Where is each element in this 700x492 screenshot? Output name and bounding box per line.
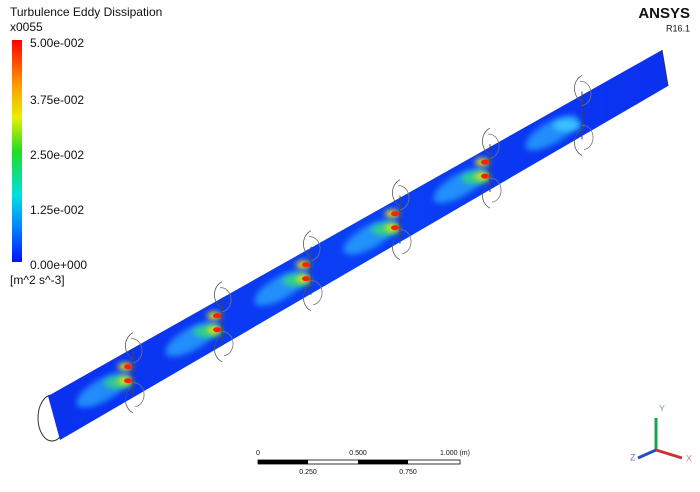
baffle-arc (397, 185, 410, 211)
baffle-arc (125, 332, 134, 360)
baffle-arc (579, 81, 592, 106)
scale-label: 0.750 (399, 469, 417, 476)
baffle-arc (392, 233, 401, 261)
hot-spot (213, 327, 221, 333)
legend-label: 3.75e-002 (30, 93, 84, 107)
legend-units: [m^2 s^-3] (10, 273, 65, 287)
brand-name: ANSYS (638, 5, 690, 22)
legend-label: 0.00e+000 (30, 258, 87, 272)
legend-label: 1.25e-002 (30, 203, 84, 217)
baffle-arc (303, 284, 312, 312)
axis-label: X (686, 453, 692, 463)
baffle-arc (214, 335, 223, 363)
baffle-arc (219, 287, 232, 313)
baffle-arc (482, 181, 491, 209)
color-bar (12, 40, 22, 262)
hot-spot (302, 262, 310, 268)
scale-segment (358, 460, 408, 464)
scale-label: 0 (256, 450, 260, 457)
legend-label: 2.50e-002 (30, 148, 84, 162)
hot-spot (481, 159, 489, 165)
hot-spot (213, 313, 221, 319)
wake (553, 119, 581, 132)
hot-spot (124, 364, 132, 370)
baffle-arc (125, 386, 134, 414)
brand-version: R16.1 (666, 23, 690, 33)
baffle-arc (308, 236, 321, 262)
baffle-arc (132, 382, 145, 408)
scale-bar: 0 0.500 1.000 (m) 0.250 0.750 (256, 450, 470, 476)
legend-variable: x0055 (10, 20, 43, 34)
baffle-arc (489, 177, 502, 203)
axis-label: Y (659, 403, 665, 413)
axis-x (655, 448, 683, 460)
baffle-arc (392, 179, 401, 207)
scale-label: 0.250 (299, 469, 317, 476)
baffle-arc (487, 133, 500, 159)
hot-spot (391, 225, 399, 231)
baffle-arc (574, 129, 583, 156)
axis-label: Z (630, 452, 636, 462)
pipe-outlet (661, 49, 669, 87)
scale-label: 1.000 (m) (440, 450, 470, 457)
baffle-arc (581, 125, 594, 150)
flow-field (76, 114, 581, 408)
baffle-arc (214, 281, 223, 309)
hot-spot (302, 276, 310, 282)
baffle-arc (221, 331, 234, 357)
axis-z (637, 448, 657, 460)
baffle-arc (130, 338, 143, 364)
hot-spot (124, 378, 132, 384)
baffle-arc (310, 280, 323, 306)
baffle-arc (574, 75, 583, 102)
hot-spot (481, 173, 489, 179)
scale-label: 0.500 (349, 450, 367, 457)
baffle-arc (399, 229, 412, 255)
axis-triad: Y Z X (630, 403, 692, 463)
hot-spot (391, 211, 399, 217)
legend-title: Turbulence Eddy Dissipation (10, 5, 162, 19)
pipe (37, 49, 669, 442)
legend-label: 5.00e-002 (30, 36, 84, 50)
baffle-arc (303, 230, 312, 258)
scale-segment (258, 460, 308, 464)
baffle-arc (482, 127, 491, 155)
